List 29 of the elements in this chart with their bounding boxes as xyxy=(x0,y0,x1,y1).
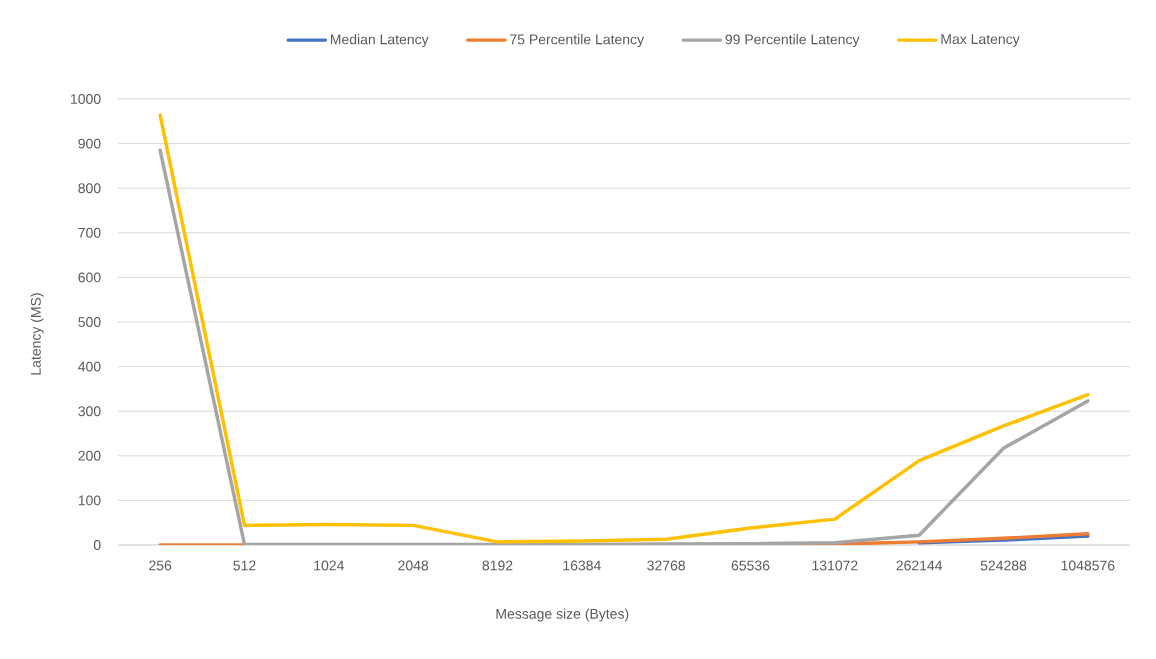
x-tick-label: 65536 xyxy=(731,560,770,571)
y-tick-label: 200 xyxy=(78,450,101,461)
x-tick-label: 16384 xyxy=(563,560,601,571)
y-tick-label: 100 xyxy=(78,495,101,506)
y-tick-label: 400 xyxy=(78,361,101,372)
y-tick-label: 600 xyxy=(78,272,101,283)
y-tick-label: 800 xyxy=(78,183,101,194)
x-tick-label: 512 xyxy=(233,560,256,571)
y-tick-label: 1000 xyxy=(71,94,101,104)
y-tick-label: 300 xyxy=(78,406,101,417)
x-tick-label: 131072 xyxy=(812,560,858,571)
y-axis-title: Latency (MS) xyxy=(30,293,44,375)
x-axis-title: Message size (Bytes) xyxy=(496,608,629,622)
y-tick-label: 500 xyxy=(78,317,101,327)
legend-label: 99 Percentile Latency xyxy=(725,34,860,48)
legend-label: 75 Percentile Latency xyxy=(510,34,645,48)
legend-label: Max Latency xyxy=(941,34,1020,47)
x-tick-label: 2048 xyxy=(398,560,429,571)
x-tick-label: 1048576 xyxy=(1061,560,1115,571)
legend-label: Median Latency xyxy=(330,34,429,48)
x-tick-label: 524288 xyxy=(980,560,1027,571)
x-tick-label: 1024 xyxy=(314,560,344,571)
y-tick-label: 900 xyxy=(78,138,101,149)
x-tick-label: 262144 xyxy=(896,560,943,571)
y-tick-label: 700 xyxy=(78,227,101,238)
y-tick-label: 0 xyxy=(93,540,101,550)
x-tick-label: 32768 xyxy=(647,560,686,571)
x-tick-label: 8192 xyxy=(482,560,513,571)
x-tick-label: 256 xyxy=(149,560,172,571)
